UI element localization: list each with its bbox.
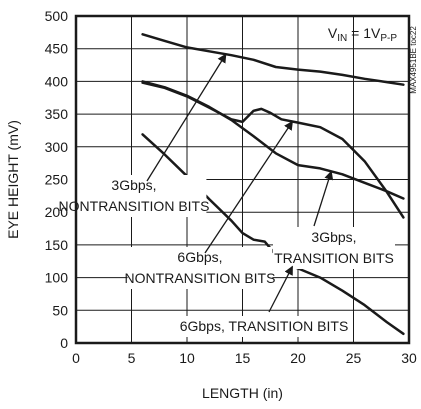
series-annotation: 6Gbps, NONTRANSITION BITS <box>125 120 293 289</box>
y-tick-label: 500 <box>45 8 69 24</box>
annotation-text: 3Gbps, <box>311 229 356 245</box>
x-tick-label: 25 <box>346 350 362 366</box>
x-tick-label: 10 <box>179 350 195 366</box>
series-annotation: 3Gbps, TRANSITION BITS <box>273 170 395 269</box>
condition-unit-subscript: P-P <box>380 33 397 44</box>
condition-symbol-subscript: IN <box>337 33 347 44</box>
series-annotation: 3Gbps, NONTRANSITION BITS <box>59 53 227 217</box>
x-axis-title: LENGTH (in) <box>202 385 283 401</box>
annotation-text: 3Gbps, <box>111 177 156 193</box>
annotations: 3Gbps, NONTRANSITION BITS 3Gbps, TRANSITION… <box>59 53 395 337</box>
annotation-text: NONTRANSITION BITS <box>59 198 210 214</box>
annotation-text: 6Gbps, TRANSITION BITS <box>180 318 349 334</box>
y-tick-label: 250 <box>45 172 69 188</box>
y-tick-label: 300 <box>45 139 69 155</box>
x-tick-label: 20 <box>290 350 306 366</box>
condition-symbol: V <box>328 25 338 41</box>
annotation-arrow <box>268 265 294 313</box>
series-annotation: 6Gbps, TRANSITION BITS <box>176 265 352 337</box>
y-tick-label: 400 <box>45 73 69 89</box>
annotation-arrow <box>204 120 293 254</box>
tick-labels: 0 5 10 15 20 25 300501001502002503003504004505… <box>45 8 417 366</box>
y-tick-label: 150 <box>45 237 69 253</box>
part-id-label: MAX4951BE toc22 <box>409 26 418 94</box>
annotation-background <box>61 175 207 217</box>
annotation-background <box>273 227 395 269</box>
annotation-text: NONTRANSITION BITS <box>125 270 276 286</box>
y-axis-title: EYE HEIGHT (mV) <box>5 120 21 239</box>
x-tick-label: 30 <box>401 350 417 366</box>
y-tick-label: 100 <box>45 270 69 286</box>
annotation-background <box>127 247 273 289</box>
x-tick-label: 0 <box>72 350 80 366</box>
series-line-1 <box>141 33 405 86</box>
test-condition-label: VIN = 1VP-P <box>328 25 397 44</box>
annotation-background <box>176 316 352 337</box>
y-tick-label: 50 <box>52 302 68 318</box>
annotation-arrow <box>313 170 334 227</box>
x-tick-label: 15 <box>235 350 251 366</box>
y-tick-label: 200 <box>45 204 69 220</box>
annotation-arrow <box>146 53 227 182</box>
series-line-3 <box>141 81 405 219</box>
x-tick-label: 5 <box>128 350 136 366</box>
annotation-text: TRANSITION BITS <box>274 250 394 266</box>
y-tick-label: 0 <box>60 335 68 351</box>
y-tick-label: 350 <box>45 106 69 122</box>
condition-value: = 1V <box>347 25 381 41</box>
y-tick-label: 450 <box>45 41 69 57</box>
plot-frame <box>74 14 411 345</box>
annotation-text: 6Gbps, <box>177 249 222 265</box>
